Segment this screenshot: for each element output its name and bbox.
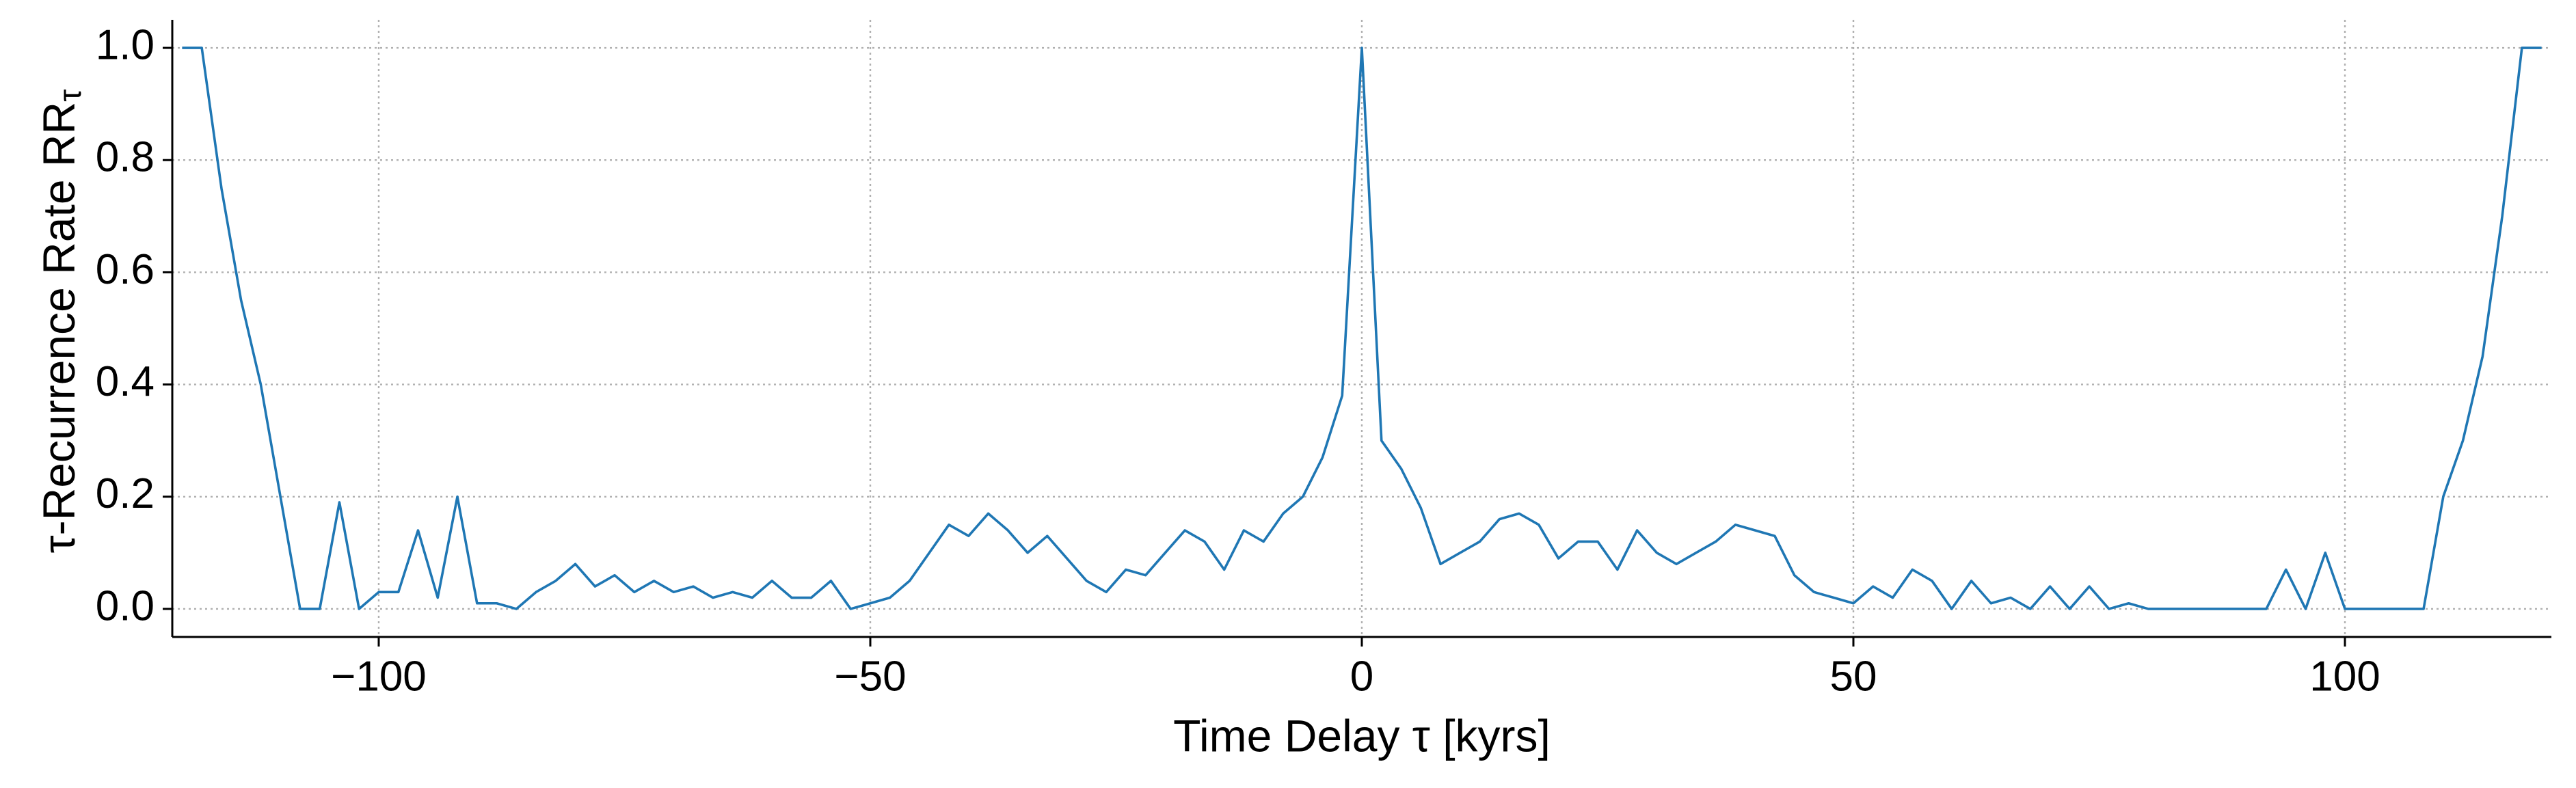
y-tick-label: 0.2 (96, 470, 155, 517)
y-axis-label: τ-Recurrence Rate RRτ (33, 90, 88, 554)
x-axis-label: Time Delay τ [kyrs] (1173, 710, 1551, 761)
y-tick-label: 0.8 (96, 134, 155, 181)
data-line (182, 46, 2542, 610)
y-tick-label: 1.0 (96, 21, 155, 68)
x-tick-label: 50 (1830, 653, 1877, 700)
y-axis-label-subscript: τ (52, 90, 88, 102)
y-axis-label-main: τ-Recurrence Rate RR (33, 102, 84, 554)
y-tick-label: 0.6 (96, 246, 155, 293)
y-tick-label: 0.0 (96, 582, 155, 629)
x-tick-label: 0 (1350, 653, 1373, 700)
x-tick-label: −100 (331, 653, 427, 700)
x-tick-label: 100 (2309, 653, 2380, 700)
x-tick-label: −50 (834, 653, 906, 700)
y-tick-label: 0.4 (96, 358, 155, 405)
